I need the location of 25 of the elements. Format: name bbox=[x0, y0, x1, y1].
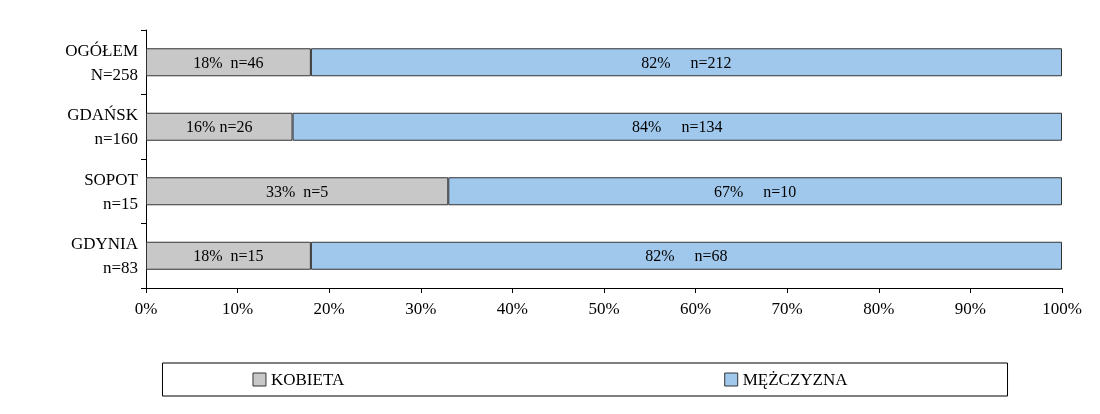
data-label: 67% n=10 bbox=[713, 182, 797, 200]
x-tick-label: 40% bbox=[496, 299, 528, 318]
x-tick-label: 30% bbox=[405, 299, 437, 318]
data-label: 16% n=26 bbox=[186, 118, 253, 136]
y-tick-label: GDYNIA n=83 bbox=[70, 234, 139, 278]
legend-label: KOBIETA bbox=[270, 370, 345, 389]
data-label: 33% n=5 bbox=[265, 182, 329, 200]
x-tick-label: 70% bbox=[771, 299, 803, 318]
x-tick-label: 10% bbox=[222, 299, 254, 318]
x-tick-label: 90% bbox=[954, 299, 986, 318]
x-tick-label: 20% bbox=[313, 299, 345, 318]
x-tick-label: 50% bbox=[588, 299, 620, 318]
data-label: 18% n=15 bbox=[193, 247, 264, 265]
legend-label: MĘŻCZYZNA bbox=[742, 370, 849, 389]
x-tick-label: 0% bbox=[134, 299, 158, 318]
y-tick-label: SOPOT n=15 bbox=[84, 169, 139, 213]
x-tick-label: 60% bbox=[680, 299, 712, 318]
x-tick-label: 80% bbox=[863, 299, 895, 318]
y-tick-label: OGÓŁEM N=258 bbox=[65, 40, 138, 84]
data-label: 82% n=68 bbox=[645, 247, 728, 265]
data-label: 18% n=46 bbox=[193, 53, 264, 71]
x-tick-label: 100% bbox=[1042, 299, 1082, 318]
data-label: 84% n=134 bbox=[632, 118, 723, 136]
data-label: 82% n=212 bbox=[641, 53, 732, 71]
y-tick-label: GDAŃSK n=160 bbox=[67, 105, 139, 149]
